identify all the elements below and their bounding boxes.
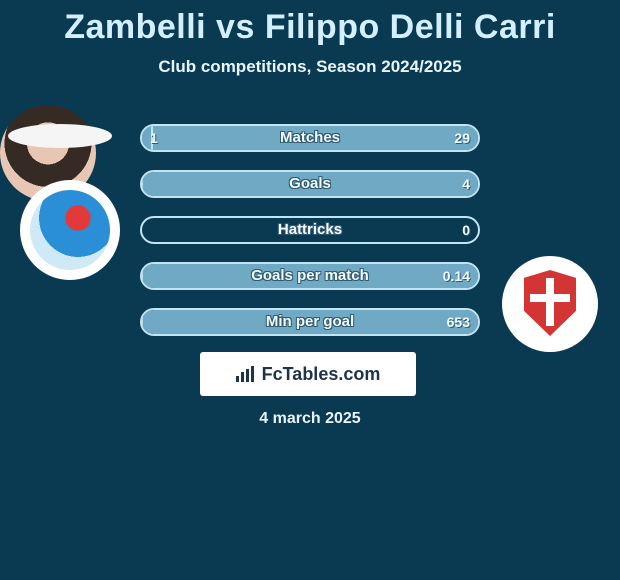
stat-row: Goals4 <box>140 170 480 198</box>
player1-club-badge <box>20 180 120 280</box>
player1-avatar <box>8 124 112 148</box>
stat-value-right: 0.14 <box>443 264 470 288</box>
stats-container: Matches1 29 Goals4 Hattricks0 Goals per matc… <box>140 124 480 354</box>
date-text: 4 march 2025 <box>0 410 620 428</box>
stat-label: Hattricks <box>142 218 478 242</box>
stat-label: Goals per match <box>142 264 478 288</box>
stat-label: Min per goal <box>142 310 478 334</box>
stat-value-left: 1 <box>150 126 158 150</box>
stat-row: Min per goal653 <box>140 308 480 336</box>
stat-row: Matches1 29 <box>140 124 480 152</box>
subtitle: Club competitions, Season 2024/2025 <box>0 57 620 77</box>
stat-label: Matches <box>142 126 478 150</box>
fctables-logo: FcTables.com <box>200 352 416 396</box>
player2-club-badge <box>502 256 598 352</box>
page-title: Zambelli vs Filippo Delli Carri <box>0 0 620 47</box>
logo-text: FcTables.com <box>262 364 381 385</box>
stat-row: Goals per match0.14 <box>140 262 480 290</box>
stat-row: Hattricks0 <box>140 216 480 244</box>
stat-value-right: 29 <box>454 126 470 150</box>
stat-value-right: 653 <box>447 310 470 334</box>
stat-value-right: 0 <box>462 218 470 242</box>
stat-label: Goals <box>142 172 478 196</box>
bar-chart-icon <box>236 366 256 382</box>
stat-value-right: 4 <box>462 172 470 196</box>
